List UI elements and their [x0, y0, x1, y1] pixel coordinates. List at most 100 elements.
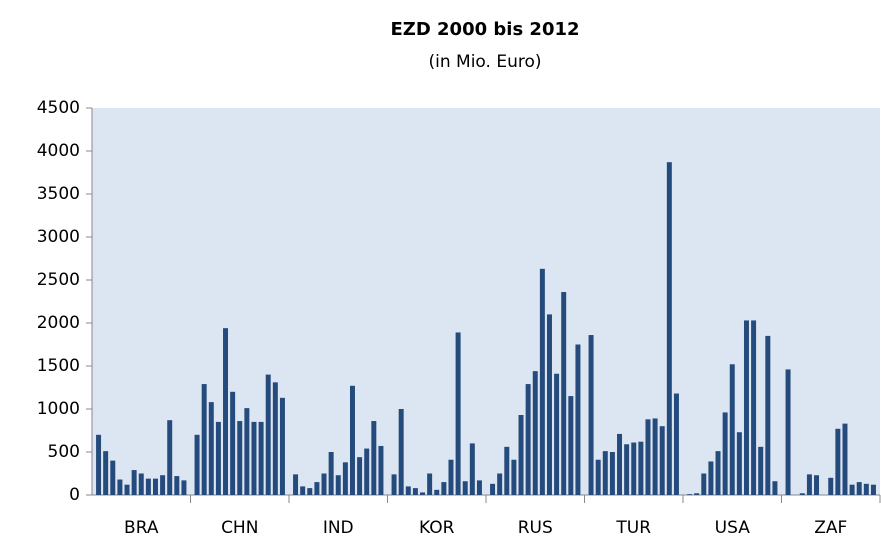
bar: [181, 480, 187, 495]
x-tick-label: USA: [715, 518, 751, 538]
bar: [194, 434, 200, 495]
bar: [244, 408, 250, 495]
bar: [314, 482, 320, 495]
bar: [167, 420, 173, 495]
bar: [751, 320, 757, 495]
bar: [138, 473, 144, 495]
bar: [539, 268, 545, 495]
bar: [595, 459, 601, 495]
bar: [863, 483, 869, 495]
bar: [300, 486, 306, 495]
bar: [835, 428, 841, 495]
bar: [110, 460, 116, 495]
bar: [441, 482, 447, 495]
bar: [806, 474, 812, 495]
bar: [258, 421, 264, 495]
bar: [371, 421, 377, 495]
bar: [391, 474, 397, 495]
bar: [124, 484, 130, 495]
bar: [575, 344, 581, 495]
bar: [772, 481, 778, 495]
bar: [201, 384, 207, 495]
y-tick-label: 1000: [37, 399, 80, 419]
bar: [673, 393, 679, 495]
y-tick-label: 2000: [37, 313, 80, 333]
bar: [561, 292, 567, 495]
y-tick-label: 3000: [37, 227, 80, 247]
bar: [364, 448, 370, 495]
bar: [160, 475, 166, 495]
bar: [729, 364, 735, 495]
bar: [398, 409, 404, 495]
bar: [427, 473, 433, 495]
bar: [420, 492, 426, 495]
bar: [342, 462, 348, 495]
x-tick-label: ZAF: [814, 518, 847, 538]
bar: [687, 494, 693, 495]
bar: [462, 481, 468, 495]
bar: [631, 442, 637, 495]
y-tick-label: 2500: [37, 270, 80, 290]
bar: [272, 382, 278, 495]
bar: [666, 162, 672, 495]
bar: [652, 418, 658, 495]
x-tick-label: TUR: [615, 518, 651, 538]
bar: [511, 459, 517, 495]
bar: [645, 419, 651, 495]
bar: [743, 320, 749, 495]
bar: [856, 482, 862, 495]
bar: [145, 478, 151, 495]
bar: [328, 452, 334, 495]
chart-title: EZD 2000 bis 2012: [390, 19, 579, 40]
bar: [405, 486, 411, 495]
x-tick-label: CHN: [221, 518, 258, 538]
bar: [546, 314, 552, 495]
x-tick-label: RUS: [518, 518, 553, 538]
x-tick-label: KOR: [419, 518, 455, 538]
bar: [152, 478, 158, 495]
bar: [554, 373, 560, 495]
bar: [638, 441, 644, 495]
bar: [736, 432, 742, 495]
bar: [849, 484, 855, 495]
bar: [293, 474, 299, 495]
bar: [568, 396, 574, 495]
bar: [378, 445, 384, 495]
bar: [174, 476, 180, 495]
y-tick-label: 500: [48, 442, 80, 462]
bar: [785, 369, 791, 495]
bar: [701, 473, 707, 495]
bar: [265, 374, 271, 495]
bar: [617, 433, 623, 495]
bar: [765, 335, 771, 495]
bar: [335, 475, 341, 495]
bar: [455, 332, 461, 495]
bar: [215, 421, 221, 495]
bar: [223, 328, 229, 495]
bar: [230, 391, 236, 495]
y-tick-label: 0: [69, 485, 80, 505]
bar: [708, 461, 714, 495]
y-tick-label: 4000: [37, 141, 80, 161]
bar: [659, 426, 665, 495]
x-tick-label: BRA: [124, 518, 159, 538]
bar: [307, 488, 313, 495]
bar: [602, 451, 608, 495]
bar: [497, 473, 503, 495]
y-tick-label: 1500: [37, 356, 80, 376]
bar: [799, 493, 805, 495]
bar: [208, 402, 214, 495]
bar: [814, 475, 820, 495]
bar: [251, 421, 257, 495]
bar: [448, 459, 454, 495]
bar: [349, 385, 355, 495]
chart-subtitle: (in Mio. Euro): [429, 52, 542, 72]
bar: [624, 444, 630, 495]
bar: [321, 473, 327, 495]
bar: [412, 488, 418, 495]
bar: [237, 421, 243, 495]
bar: [842, 423, 848, 495]
bar: [525, 384, 531, 495]
bar: [434, 489, 440, 495]
